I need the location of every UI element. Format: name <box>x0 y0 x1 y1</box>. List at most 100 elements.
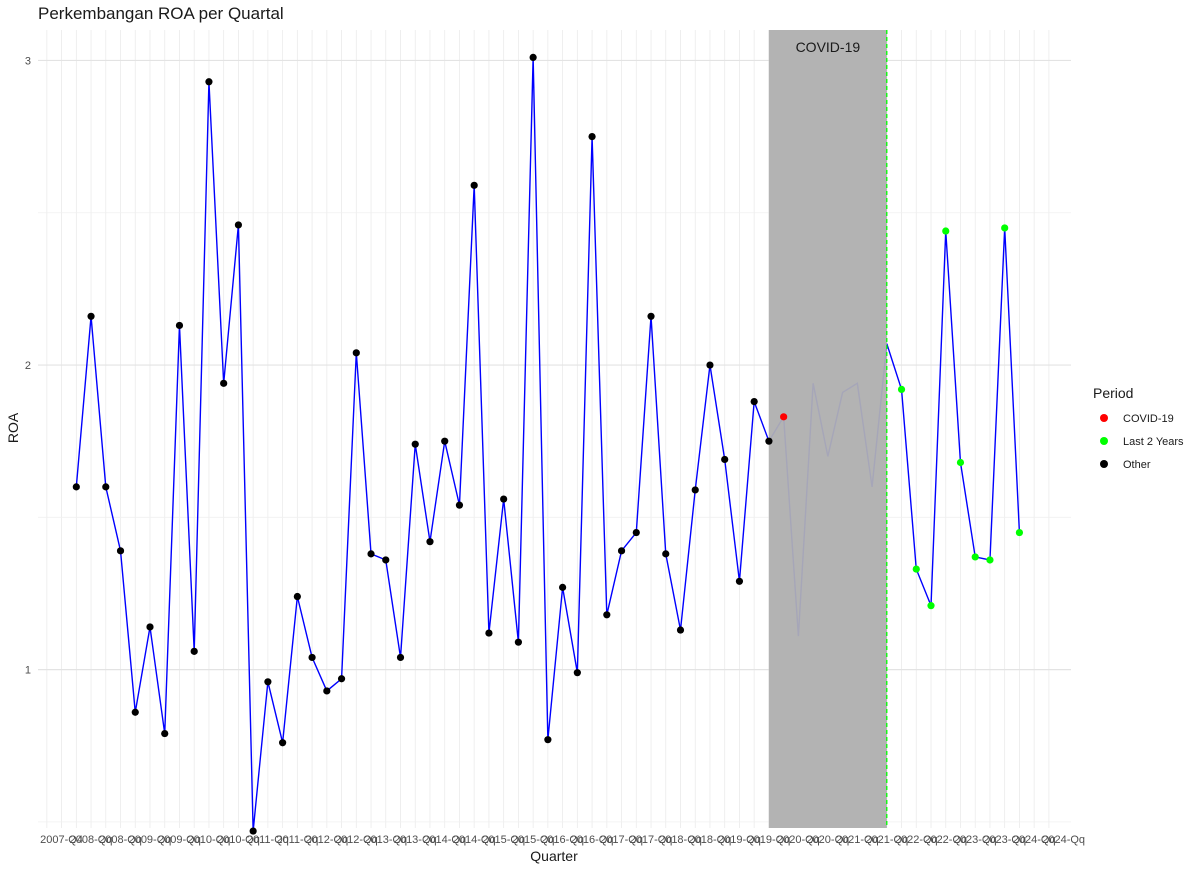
data-point <box>544 736 552 744</box>
x-tick-label: 2012-Qq <box>335 834 378 846</box>
data-point <box>367 550 375 558</box>
legend-swatch-last-2-years <box>1100 437 1108 445</box>
data-point <box>382 556 390 564</box>
covid-annotation: COVID-19 <box>796 39 861 55</box>
legend-title: Period <box>1093 385 1133 401</box>
data-point <box>780 413 788 421</box>
data-point <box>337 675 346 683</box>
legend-label-last-2-years: Last 2 Years <box>1123 436 1184 448</box>
data-point <box>426 538 434 546</box>
data-point <box>485 629 493 637</box>
y-tick-label: 2 <box>25 360 31 372</box>
data-point <box>146 623 154 631</box>
data-point <box>986 556 994 564</box>
data-point <box>279 739 287 747</box>
data-point <box>647 312 655 320</box>
roa-points <box>72 53 1024 835</box>
data-point <box>691 486 699 494</box>
data-point <box>500 495 508 503</box>
data-point <box>1001 224 1009 232</box>
data-point <box>559 583 567 591</box>
x-tick-label: 2024-Qq <box>1013 834 1056 846</box>
data-point <box>205 78 213 86</box>
data-point <box>234 221 243 229</box>
x-tick-label: 2011-Qq <box>247 834 289 846</box>
x-tick-label: 2022-Qq <box>924 834 967 846</box>
x-tick-label: 2010-Qq <box>188 834 231 846</box>
data-point <box>971 553 979 561</box>
data-point <box>396 653 405 662</box>
data-point <box>441 437 449 445</box>
x-tick-label: 2019-Qq <box>748 834 791 846</box>
x-tick-label: 2009-Qq <box>129 834 172 846</box>
data-point <box>323 687 331 695</box>
x-tick-label: 2024-Qq <box>1042 834 1085 846</box>
data-point <box>308 653 316 662</box>
data-point <box>87 312 95 320</box>
data-point <box>352 349 360 357</box>
x-tick-label: 2014-Qq <box>423 834 466 846</box>
legend-swatch-other <box>1100 460 1108 468</box>
x-tick-label: 2008-Qq <box>99 834 142 846</box>
x-tick-label: 2012-Qq <box>305 834 348 846</box>
data-point <box>750 397 758 406</box>
x-tick-label: 2013-Qq <box>364 834 407 846</box>
x-tick-label: 2011-Qq <box>276 834 318 846</box>
x-tick-label: 2018-Qq <box>689 834 732 846</box>
x-tick-label: 2016-Qq <box>571 834 614 846</box>
data-point <box>603 611 611 619</box>
x-tick-label: 2017-Qq <box>600 834 643 846</box>
x-tick-label: 2023-Qq <box>983 834 1026 846</box>
data-point <box>470 181 478 189</box>
data-point <box>765 437 773 445</box>
data-point <box>131 708 139 716</box>
x-tick-label: 2021-Qq <box>865 834 908 846</box>
data-point <box>1015 528 1024 537</box>
x-tick-label: 2014-Qq <box>453 834 496 846</box>
data-point <box>175 321 184 330</box>
data-point <box>514 638 522 646</box>
data-point <box>411 440 419 448</box>
x-tick-label: 2017-Qq <box>630 834 673 846</box>
chart-title: Perkembangan ROA per Quartal <box>38 4 284 23</box>
covid-overlay-rect <box>768 30 887 828</box>
x-tick-label: 2008-Qq <box>70 834 113 846</box>
data-point <box>676 626 685 634</box>
x-tick-label: 2015-Qq <box>482 834 525 846</box>
data-point <box>735 577 744 585</box>
data-point <box>529 53 537 62</box>
legend: Period COVID-19 Last 2 Years Other <box>1093 385 1184 471</box>
data-point <box>249 827 257 835</box>
data-point <box>573 669 581 677</box>
data-point <box>912 565 920 573</box>
data-point <box>617 547 626 555</box>
x-tick-label: 2019-Qq <box>718 834 761 846</box>
y-tick-label: 3 <box>25 55 31 67</box>
data-point <box>897 385 906 394</box>
legend-label-covid: COVID-19 <box>1123 413 1174 425</box>
data-point <box>927 602 935 610</box>
x-tick-label: 2023-Qq <box>954 834 997 846</box>
x-tick-label: 2018-Qq <box>659 834 702 846</box>
x-tick-label: 2013-Qq <box>394 834 437 846</box>
data-point <box>942 227 950 235</box>
x-tick-label: 2016-Qq <box>541 834 584 846</box>
data-point <box>264 678 272 686</box>
legend-label-other: Other <box>1123 459 1151 471</box>
x-tick-label: 2022-Qq <box>895 834 938 846</box>
data-point <box>161 729 169 738</box>
y-axis-ticks: 1 2 3 <box>25 55 31 676</box>
data-point <box>72 483 80 491</box>
x-tick-label: 2015-Qq <box>512 834 555 846</box>
y-axis-title: ROA <box>5 412 21 443</box>
data-point <box>956 458 965 467</box>
x-tick-label: 2020-Qq <box>777 834 820 846</box>
data-point <box>190 647 198 655</box>
legend-swatch-covid <box>1100 414 1108 422</box>
data-point <box>632 528 640 537</box>
y-tick-label: 1 <box>25 665 31 677</box>
x-tick-label: 2009-Qq <box>158 834 201 846</box>
x-axis-title: Quarter <box>530 848 578 864</box>
data-point <box>455 501 464 509</box>
